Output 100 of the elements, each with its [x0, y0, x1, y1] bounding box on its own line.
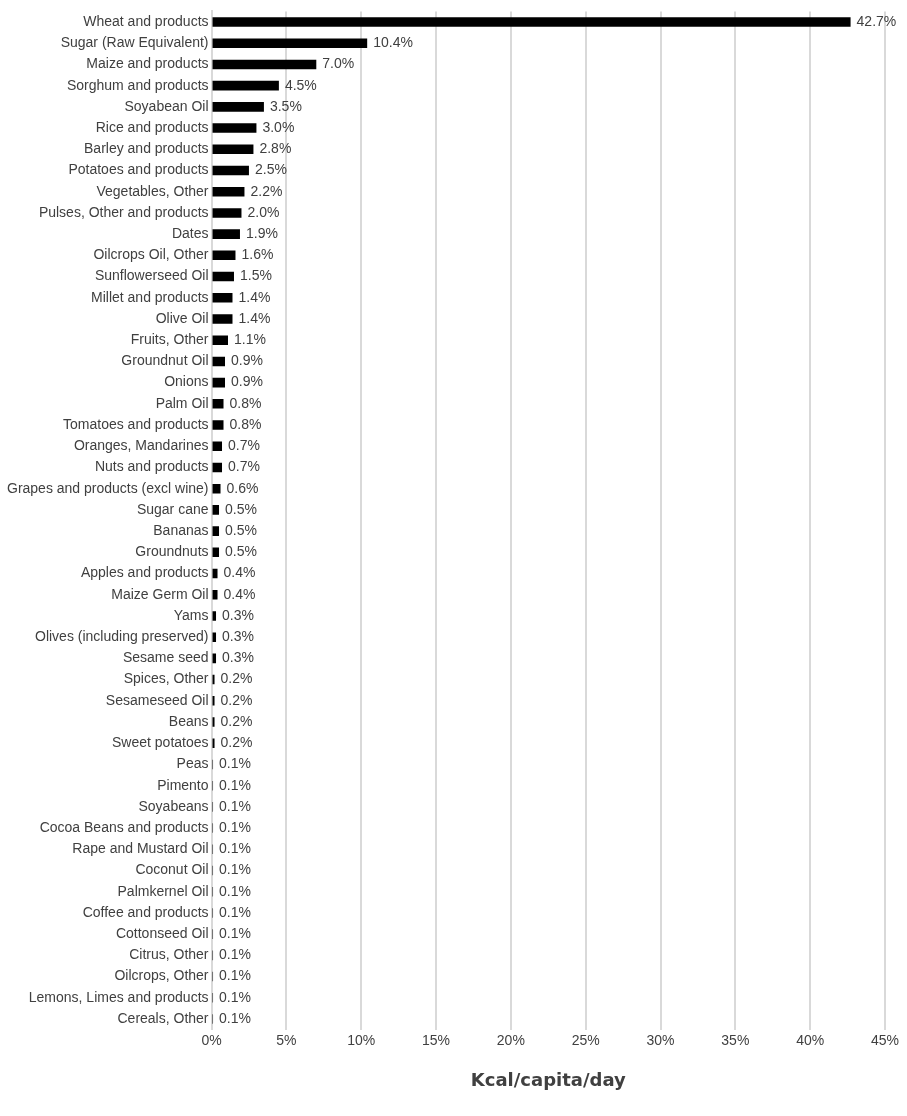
- data-label: 1.4%: [238, 288, 271, 305]
- x-tick-label: 5%: [276, 1031, 297, 1048]
- bar: [212, 462, 223, 473]
- x-tick-label: 0%: [201, 1031, 222, 1048]
- y-tick-label: Palm Oil: [155, 394, 209, 411]
- bar: [212, 420, 224, 430]
- data-label: 0.1%: [219, 967, 251, 984]
- y-tick-label: Sorghum and products: [66, 76, 209, 93]
- data-label: 0.5%: [225, 543, 257, 560]
- bar: [212, 165, 249, 176]
- y-tick-label: Bananas: [153, 521, 209, 538]
- bar: [212, 80, 279, 91]
- x-tick-label: 25%: [571, 1031, 600, 1048]
- data-label: 0.5%: [225, 500, 257, 517]
- data-label: 0.1%: [219, 1009, 251, 1026]
- bar: [212, 399, 224, 409]
- x-tick-label: 10%: [347, 1031, 376, 1048]
- data-label: 0.3%: [222, 628, 254, 645]
- y-tick-label: Palmkernel Oil: [117, 882, 209, 899]
- bar: [212, 123, 257, 133]
- data-label: 1.1%: [234, 331, 266, 348]
- bar: [212, 59, 317, 70]
- bar: [212, 229, 240, 239]
- bar: [212, 314, 233, 324]
- bar: [212, 250, 236, 261]
- y-tick-label: Sugar cane: [136, 500, 209, 517]
- y-tick-label: Oranges, Mandarines: [73, 437, 209, 454]
- y-tick-label: Sweet potatoes: [112, 734, 209, 751]
- data-label: 10.4%: [373, 34, 413, 51]
- data-label: 0.3%: [222, 606, 254, 623]
- y-tick-label: Groundnuts: [135, 543, 209, 560]
- bar: [212, 17, 851, 27]
- bar: [212, 441, 223, 452]
- y-tick-label: Oilcrops, Other: [114, 967, 209, 984]
- data-label: 0.1%: [219, 840, 251, 857]
- y-tick-label: Sesame seed: [122, 649, 209, 666]
- data-label: 0.9%: [231, 352, 263, 369]
- x-axis-title: Kcal/capita/day: [470, 1068, 626, 1090]
- data-label: 0.1%: [219, 882, 251, 899]
- y-tick-label: Sugar (Raw Equivalent): [60, 34, 209, 51]
- y-tick-label: Groundnut Oil: [121, 352, 209, 369]
- data-label: 0.1%: [219, 861, 251, 878]
- bar: [212, 632, 217, 642]
- data-label: 0.8%: [229, 415, 262, 432]
- data-label: 3.0%: [262, 118, 295, 135]
- data-label: 1.5%: [239, 267, 272, 284]
- y-tick-label: Rape and Mustard Oil: [72, 840, 209, 857]
- y-tick-label: Sesameseed Oil: [105, 691, 209, 708]
- data-label: 0.1%: [219, 818, 251, 835]
- bar: [212, 611, 217, 621]
- y-tick-label: Olives (including preserved): [35, 628, 209, 645]
- data-label: 0.8%: [229, 394, 262, 411]
- y-tick-label: Barley and products: [84, 140, 209, 157]
- data-label: 7.0%: [322, 55, 355, 72]
- bar: [212, 526, 220, 536]
- bar: [212, 356, 226, 367]
- data-label: 42.7%: [856, 12, 897, 29]
- bar: [212, 505, 220, 515]
- data-label: 0.9%: [231, 373, 263, 390]
- data-label: 0.1%: [219, 776, 251, 793]
- bar: [212, 483, 221, 494]
- data-label: 0.2%: [220, 712, 253, 729]
- data-label: 0.3%: [222, 649, 254, 666]
- bar: [212, 568, 218, 579]
- y-tick-label: Coconut Oil: [135, 861, 209, 878]
- data-label: 1.6%: [241, 246, 274, 263]
- y-tick-label: Soyabeans: [138, 797, 209, 814]
- data-label: 0.2%: [220, 670, 253, 687]
- data-label: 0.1%: [219, 755, 251, 772]
- data-label: 1.9%: [245, 224, 278, 241]
- data-label: 1.4%: [238, 309, 271, 326]
- data-label: 4.5%: [284, 76, 317, 93]
- y-tick-label: Tomatoes and products: [63, 415, 209, 432]
- bar: [212, 335, 228, 345]
- y-tick-label: Beans: [168, 712, 209, 729]
- data-label: 2.5%: [254, 161, 287, 178]
- y-tick-label: Peas: [176, 755, 209, 772]
- data-label: 0.1%: [219, 946, 251, 963]
- data-label: 0.4%: [223, 585, 256, 602]
- data-label: 0.2%: [220, 691, 253, 708]
- bar: [212, 102, 264, 112]
- y-tick-label: Onions: [164, 373, 209, 390]
- data-label: 0.1%: [219, 925, 251, 941]
- y-tick-label: Millet and products: [91, 288, 209, 305]
- y-tick-label: Wheat and products: [83, 12, 209, 29]
- y-tick-label: Vegetables, Other: [96, 182, 209, 199]
- bar: [212, 377, 226, 388]
- y-tick-label: Cottonseed Oil: [115, 925, 209, 941]
- y-tick-label: Fruits, Other: [130, 331, 209, 348]
- bar: [212, 271, 234, 282]
- bar: [212, 589, 218, 600]
- data-label: 0.5%: [225, 521, 257, 538]
- y-tick-label: Spices, Other: [123, 670, 209, 687]
- bar: [212, 208, 242, 218]
- y-tick-label: Citrus, Other: [129, 946, 209, 963]
- data-label: 2.2%: [250, 182, 283, 199]
- y-tick-label: Lemons, Limes and products: [28, 988, 209, 1005]
- y-tick-label: Yams: [173, 606, 209, 623]
- y-tick-label: Oilcrops Oil, Other: [93, 246, 209, 263]
- data-label: 0.1%: [219, 903, 251, 920]
